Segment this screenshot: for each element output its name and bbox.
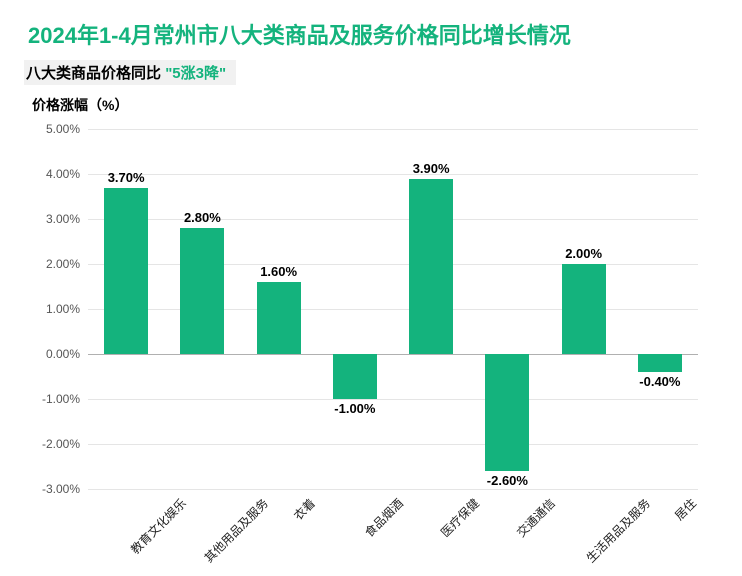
bar — [409, 179, 453, 355]
x-tick-label: 生活用品及服务 — [576, 489, 653, 566]
x-tick-label: 居住 — [665, 489, 700, 524]
y-tick-label: 1.00% — [46, 302, 80, 316]
grid-line — [88, 399, 698, 400]
bar — [485, 354, 529, 471]
value-label: -2.60% — [487, 473, 528, 488]
plot-region: 5.00%4.00%3.00%2.00%1.00%0.00%-1.00%-2.0… — [88, 129, 698, 489]
grid-line — [88, 489, 698, 490]
value-label: -0.40% — [639, 374, 680, 389]
value-label: 1.60% — [260, 264, 297, 279]
x-tick-label: 交通通信 — [507, 489, 559, 541]
value-label: 2.00% — [565, 246, 602, 261]
y-tick-label: -1.00% — [42, 392, 80, 406]
chart-title: 2024年1-4月常州市八大类商品及服务价格同比增长情况 — [24, 18, 718, 50]
x-tick-label: 教育文化娱乐 — [121, 489, 190, 558]
value-label: 3.90% — [413, 161, 450, 176]
y-tick-label: -2.00% — [42, 437, 80, 451]
y-tick-label: 4.00% — [46, 167, 80, 181]
chart-subtitle-part1: 八大类商品价格同比 — [26, 65, 161, 82]
chart-subtitle: 八大类商品价格同比 "5涨3降" — [24, 60, 236, 85]
grid-line — [88, 219, 698, 220]
value-label: 3.70% — [108, 170, 145, 185]
y-tick-label: 5.00% — [46, 122, 80, 136]
grid-line — [88, 354, 698, 355]
y-tick-label: 2.00% — [46, 257, 80, 271]
bar — [180, 228, 224, 354]
chart-subtitle-part2: "5涨3降" — [165, 65, 226, 82]
bar — [333, 354, 377, 399]
y-tick-label: 3.00% — [46, 212, 80, 226]
x-tick-label: 衣着 — [284, 489, 319, 524]
grid-line — [88, 174, 698, 175]
y-tick-label: 0.00% — [46, 347, 80, 361]
bar — [638, 354, 682, 372]
x-tick-label: 其他用品及服务 — [195, 489, 272, 566]
y-axis-label: 价格涨幅（%） — [32, 95, 718, 115]
grid-line — [88, 129, 698, 130]
chart-container: 2024年1-4月常州市八大类商品及服务价格同比增长情况 八大类商品价格同比 "… — [0, 0, 742, 576]
grid-line — [88, 444, 698, 445]
chart-title-part1: 2024年1-4月常州市 — [28, 23, 219, 48]
value-label: 2.80% — [184, 210, 221, 225]
value-label: -1.00% — [334, 401, 375, 416]
bar — [104, 188, 148, 355]
chart-area: 5.00% 4.00% 3.00% 2.00% 1.00% 0.00% -1.00% -2.0… — [24, 119, 718, 549]
bar — [257, 282, 301, 354]
x-tick-label: 食品烟酒 — [355, 489, 407, 541]
y-tick-label: -3.00% — [42, 482, 80, 496]
x-tick-label: 医疗保健 — [431, 489, 483, 541]
bar — [562, 264, 606, 354]
chart-title-part2: 八大类商品及服务价格同比增长情况 — [219, 23, 571, 48]
